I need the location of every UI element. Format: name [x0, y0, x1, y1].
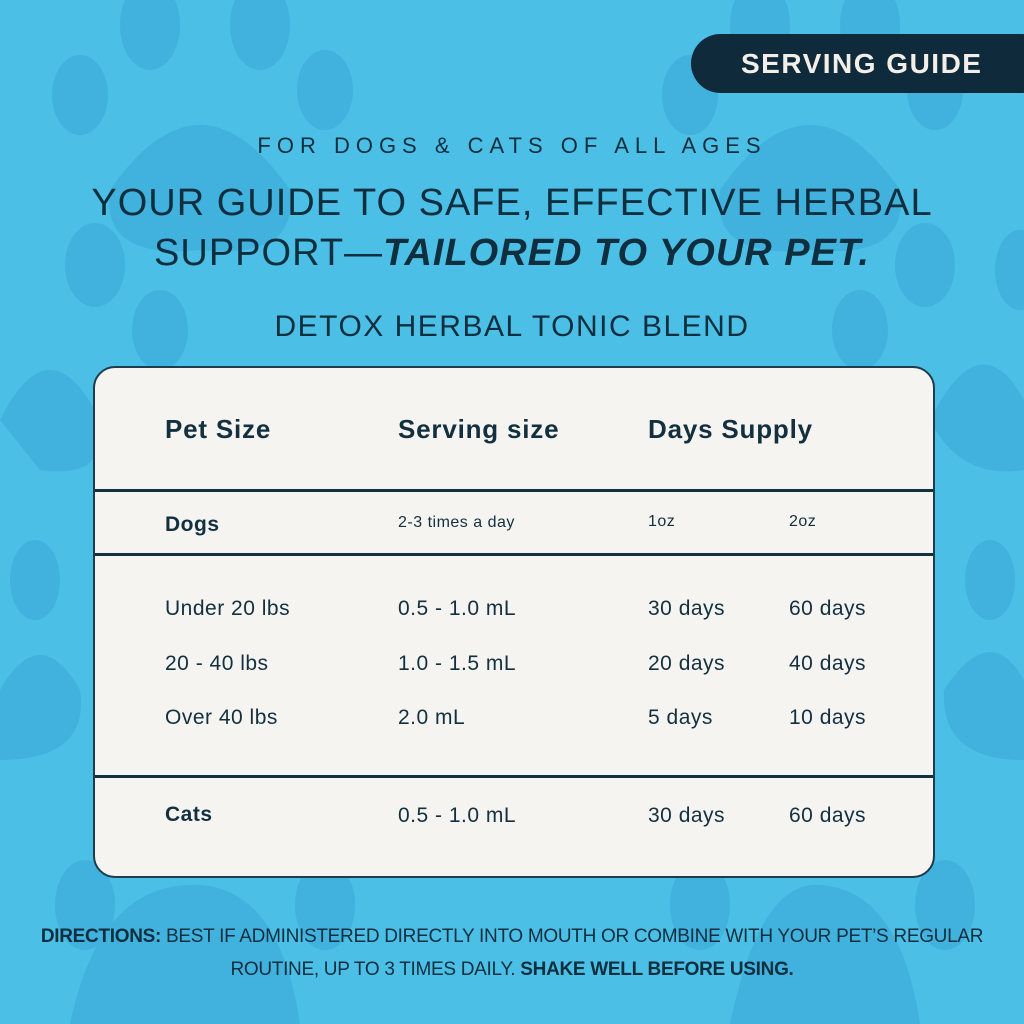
directions-text: BEST IF ADMINISTERED DIRECTLY INTO MOUTH…	[166, 926, 984, 980]
size-1oz: 1oz	[648, 513, 676, 530]
paw-print-icon	[0, 540, 81, 760]
serving: 2.0 mL	[398, 706, 466, 729]
paw-print-icon	[0, 223, 188, 472]
serving: 0.5 - 1.0 mL	[398, 804, 517, 827]
paw-print-icon	[943, 540, 1024, 760]
serving-guide-badge: SERVING GUIDE	[691, 34, 1024, 93]
header-pet-size: Pet Size	[165, 414, 272, 444]
divider	[95, 489, 933, 492]
days-1oz: 5 days	[648, 706, 713, 729]
directions-label: DIRECTIONS:	[40, 926, 162, 947]
days-2oz: 60 days	[789, 597, 867, 620]
header-serving-size: Serving size	[398, 414, 560, 444]
headline-italic: TAILORED TO YOUR PET.	[383, 232, 870, 274]
days-2oz: 60 days	[789, 804, 867, 827]
pet-size: Over 40 lbs	[165, 706, 278, 729]
badge-label: SERVING GUIDE	[741, 48, 983, 79]
dogs-label: Dogs	[165, 513, 220, 536]
product-name: DETOX HERBAL TONIC BLEND	[274, 310, 750, 343]
days-2oz: 40 days	[789, 652, 867, 675]
dogs-frequency: 2-3 times a day	[398, 514, 515, 531]
serving: 1.0 - 1.5 mL	[398, 652, 517, 675]
paw-print-icon	[52, 0, 353, 252]
paw-print-icon	[670, 860, 975, 1024]
pet-size: Under 20 lbs	[165, 597, 291, 620]
divider	[95, 553, 933, 556]
days-1oz: 20 days	[648, 652, 726, 675]
divider	[95, 775, 933, 778]
header-days-supply: Days Supply	[648, 414, 813, 444]
headline-line-2: SUPPORT—TAILORED TO YOUR PET.	[0, 228, 1024, 278]
days-1oz: 30 days	[648, 597, 726, 620]
days-1oz: 30 days	[648, 804, 726, 827]
serving: 0.5 - 1.0 mL	[398, 597, 517, 620]
days-2oz: 10 days	[789, 706, 867, 729]
headline-line-1: YOUR GUIDE TO SAFE, EFFECTIVE HERBAL	[91, 182, 933, 224]
serving-table: Pet Size Serving size Days Supply Dogs 2…	[93, 366, 935, 878]
subtitle: FOR DOGS & CATS OF ALL AGES	[257, 133, 767, 158]
pet-size: 20 - 40 lbs	[165, 652, 269, 675]
headline: YOUR GUIDE TO SAFE, EFFECTIVE HERBAL SUP…	[0, 178, 1024, 278]
directions-emphasis: SHAKE WELL BEFORE USING.	[520, 959, 794, 980]
directions: DIRECTIONS: BEST IF ADMINISTERED DIRECTL…	[0, 920, 1024, 986]
size-2oz: 2oz	[789, 513, 817, 530]
paw-print-icon	[832, 223, 1024, 472]
cats-label: Cats	[165, 803, 213, 826]
paw-print-icon	[55, 860, 355, 1024]
headline-plain: SUPPORT—	[154, 232, 384, 274]
